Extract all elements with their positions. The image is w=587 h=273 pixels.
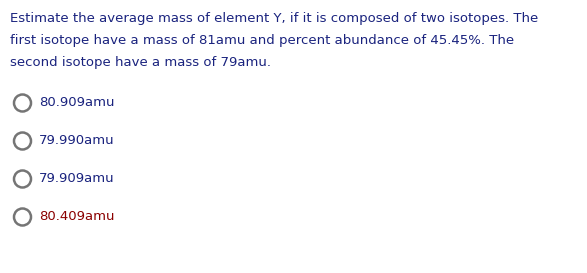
Text: 79.990amu: 79.990amu: [39, 135, 114, 147]
Text: second isotope have a mass of 79amu.: second isotope have a mass of 79amu.: [10, 56, 271, 69]
Text: 80.409amu: 80.409amu: [39, 210, 114, 224]
Text: 79.909amu: 79.909amu: [39, 173, 114, 185]
Text: first isotope have a mass of 81amu and percent abundance of 45.45%. The: first isotope have a mass of 81amu and p…: [10, 34, 514, 47]
Text: Estimate the average mass of element Y, if it is composed of two isotopes. The: Estimate the average mass of element Y, …: [10, 12, 538, 25]
Text: 80.909amu: 80.909amu: [39, 96, 114, 109]
